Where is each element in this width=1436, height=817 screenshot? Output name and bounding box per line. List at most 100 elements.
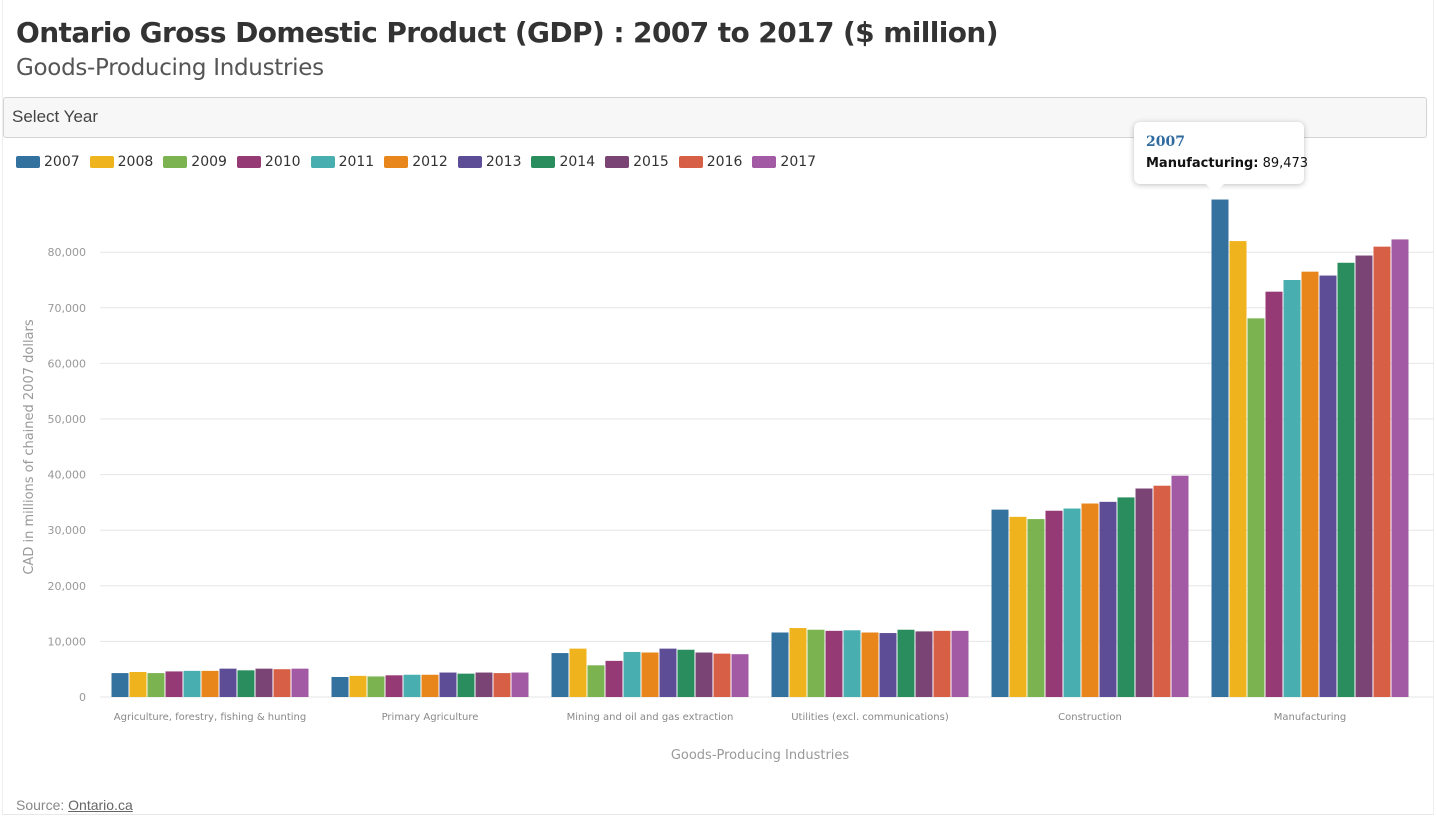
bar	[165, 671, 183, 697]
legend-label: 2011	[338, 153, 375, 170]
bar	[349, 675, 367, 697]
tooltip-value: 89,473	[1262, 156, 1309, 171]
bar	[951, 630, 969, 697]
source-note: Source: Ontario.ca	[16, 797, 133, 813]
legend-item[interactable]: 2008	[89, 153, 154, 171]
legend-item[interactable]: 2013	[457, 153, 522, 171]
bar	[1027, 519, 1045, 697]
legend-label: 2007	[44, 153, 80, 170]
legend-label: 2013	[485, 153, 522, 170]
x-tick-label: Utilities (excl. communications)	[791, 712, 949, 723]
y-tick-label: 80,000	[48, 246, 87, 259]
x-tick-label: Mining and oil and gas extraction	[567, 712, 734, 723]
x-axis-title: Goods-Producing Industries	[671, 748, 850, 763]
bar	[1373, 246, 1391, 697]
x-tick-label: Agriculture, forestry, fishing & hunting	[114, 712, 306, 723]
bar	[677, 649, 695, 697]
bar	[475, 672, 493, 697]
legend-swatch	[16, 155, 40, 168]
source-link[interactable]: Ontario.ca	[68, 797, 133, 813]
legend-item[interactable]: 2009	[163, 153, 227, 171]
bar	[421, 674, 439, 697]
legend-label: 2010	[264, 153, 301, 170]
bar	[1247, 318, 1265, 697]
legend-swatch	[163, 155, 188, 168]
select-year-label: Select Year	[12, 107, 99, 126]
y-tick-label: 20,000	[48, 580, 87, 593]
legend-item[interactable]: 2010	[236, 153, 301, 171]
x-tick-label: Manufacturing	[1274, 712, 1346, 723]
bar	[713, 653, 731, 697]
legend-swatch	[89, 155, 114, 168]
bar	[1355, 255, 1373, 697]
bar	[933, 630, 951, 697]
source-label: Source:	[16, 797, 65, 813]
chart-subtitle: Goods-Producing Industries	[16, 55, 324, 81]
legend-item[interactable]: 2011	[310, 153, 375, 171]
bar	[385, 675, 403, 697]
bar	[291, 668, 309, 697]
bar	[201, 670, 219, 697]
legend-item[interactable]: 2017	[752, 153, 816, 171]
y-tick-label: 30,000	[48, 524, 87, 537]
y-tick-label: 10,000	[48, 635, 87, 648]
tooltip-value-line: Manufacturing: 89,473	[1146, 156, 1308, 171]
legend-label: 2009	[191, 153, 227, 170]
legend-label: 2008	[117, 153, 154, 170]
bar	[1301, 271, 1319, 697]
legend-item[interactable]: 2012	[384, 153, 448, 171]
bar	[695, 652, 713, 697]
legend-item[interactable]: 2014	[531, 153, 595, 171]
legend-swatch	[752, 155, 777, 168]
bar	[1211, 199, 1229, 697]
bar	[1045, 510, 1063, 697]
bar	[493, 673, 511, 697]
tooltip-year: 2007	[1146, 134, 1185, 150]
bar	[843, 630, 861, 697]
legend-item[interactable]: 2007	[16, 153, 80, 171]
bar	[897, 629, 915, 697]
bar-chart: 0 10,000 20,000 30,000 40,000 50,000 60,000 70,…	[22, 199, 1434, 763]
bar	[111, 673, 129, 697]
legend-item[interactable]: 2016	[678, 153, 742, 171]
bar	[1319, 275, 1337, 697]
bar	[331, 676, 349, 697]
bar	[1229, 241, 1247, 697]
bar	[511, 672, 529, 697]
bar	[1135, 488, 1153, 697]
legend-swatch	[678, 155, 703, 168]
y-axis-title: CAD in millions of chained 2007 dollars	[22, 319, 37, 575]
bar	[807, 629, 825, 697]
legend-label: 2015	[633, 153, 669, 170]
bar	[219, 668, 237, 697]
bar	[771, 632, 789, 697]
y-tick-label: 40,000	[48, 469, 87, 482]
legend-item[interactable]: 2015	[605, 153, 669, 171]
bar	[1063, 508, 1081, 697]
bar	[569, 648, 587, 697]
legend-swatch	[236, 155, 261, 168]
bar	[457, 673, 475, 697]
legend-swatch	[531, 155, 556, 168]
bar	[861, 632, 879, 697]
bar	[1009, 516, 1027, 697]
bar	[129, 671, 147, 697]
legend-swatch	[605, 155, 630, 168]
bar	[551, 653, 569, 697]
bar	[605, 660, 623, 697]
bar	[659, 648, 677, 697]
bar	[623, 651, 641, 697]
y-tick-label: 70,000	[48, 302, 87, 315]
bar	[1337, 262, 1355, 697]
bar	[1391, 239, 1409, 698]
bar	[991, 509, 1009, 697]
bar	[273, 669, 291, 697]
legend-swatch	[310, 155, 335, 168]
legend-label: 2014	[559, 153, 596, 170]
bar	[403, 674, 421, 697]
tooltip-category: Manufacturing:	[1146, 156, 1259, 171]
legend: 2007 2008 2009 2010 2011 2012 2013 2014 2015 2016…	[16, 153, 826, 171]
y-tick-label: 50,000	[48, 413, 87, 426]
legend-label: 2012	[412, 153, 448, 170]
